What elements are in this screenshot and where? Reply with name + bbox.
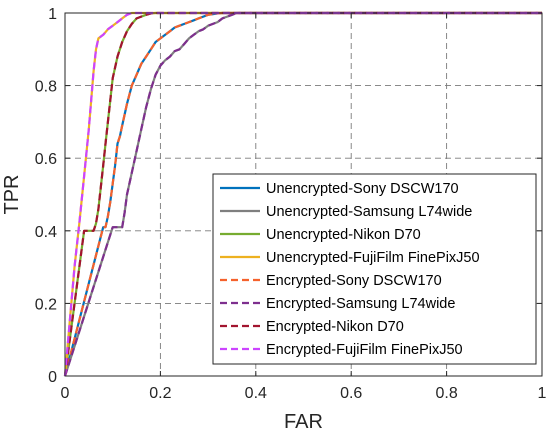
x-tick-label: 0 xyxy=(61,385,70,402)
legend-label: Encrypted-Sony DSCW170 xyxy=(266,273,442,289)
legend-label: Encrypted-Samsung L74wide xyxy=(266,296,455,312)
y-tick-label: 0.4 xyxy=(35,224,57,241)
x-axis-label: FAR xyxy=(284,411,323,433)
y-tick-label: 0.6 xyxy=(35,151,57,168)
series-lines xyxy=(63,11,542,377)
legend-label: Unencrypted-FujiFilm FinePixJ50 xyxy=(266,250,480,266)
series-line-8 xyxy=(63,11,542,377)
y-axis-label: TPR xyxy=(1,175,23,215)
x-tick-label: 0.8 xyxy=(435,385,457,402)
x-tick-label: 1 xyxy=(538,385,547,402)
legend-label: Unencrypted-Samsung L74wide xyxy=(266,204,472,220)
legend-label: Encrypted-Nikon D70 xyxy=(266,319,404,335)
series-line-6 xyxy=(63,11,542,377)
legend: Unencrypted-Sony DSCW170 Unencrypted-Sams… xyxy=(212,173,537,365)
y-tick-label: 0 xyxy=(48,369,57,386)
series-line-5 xyxy=(63,11,542,377)
plot-frame xyxy=(64,12,543,377)
y-tick-label: 1 xyxy=(48,6,57,23)
legend-label: Encrypted-FujiFilm FinePixJ50 xyxy=(266,342,463,358)
legend-label: Unencrypted-Nikon D70 xyxy=(266,227,421,243)
legend-box xyxy=(212,173,537,365)
tick-labels: 0 0.2 0.4 0.6 0.8 1 0 0.2 0.4 0.6 0.8 1 xyxy=(35,6,547,402)
y-tick-label: 0.8 xyxy=(35,79,57,96)
legend-label: Unencrypted-Sony DSCW170 xyxy=(266,181,459,197)
x-tick-label: 0.4 xyxy=(245,385,267,402)
x-tick-label: 0.2 xyxy=(149,385,171,402)
x-tick-label: 0.6 xyxy=(340,385,362,402)
y-tick-label: 0.2 xyxy=(35,296,57,313)
